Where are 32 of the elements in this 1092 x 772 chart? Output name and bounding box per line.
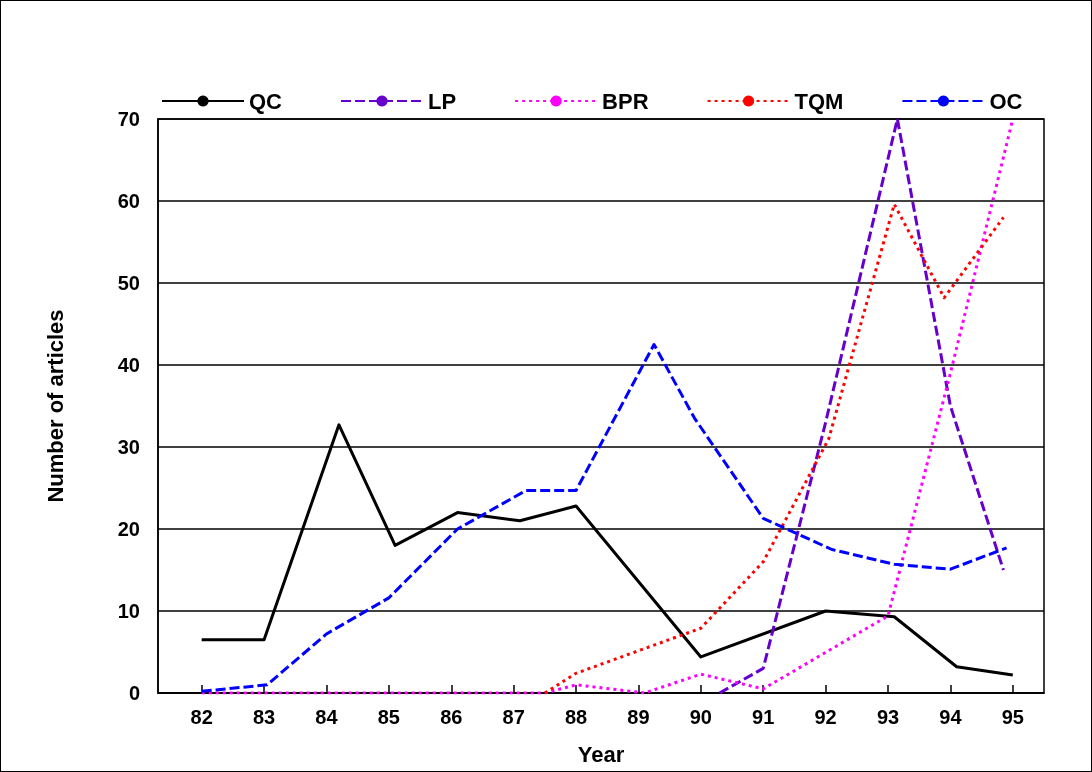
y-axis-title: Number of articles bbox=[42, 309, 68, 503]
x-tick-label: 94 bbox=[939, 706, 963, 728]
y-tick-label: 60 bbox=[117, 190, 140, 212]
y-tick-label: 50 bbox=[117, 272, 140, 294]
legend-label: BPR bbox=[602, 88, 649, 114]
x-tick-label: 83 bbox=[252, 706, 276, 728]
x-axis-title: Year bbox=[577, 741, 625, 767]
x-tick-label: 95 bbox=[1001, 706, 1024, 728]
legend-label: TQM bbox=[794, 88, 844, 114]
x-tick-label: 91 bbox=[752, 706, 775, 728]
legend-label: QC bbox=[249, 88, 283, 114]
y-tick-label: 20 bbox=[117, 518, 140, 540]
x-tick-label: 82 bbox=[190, 706, 213, 728]
y-tick-label: 40 bbox=[117, 354, 140, 376]
y-tick-label: 10 bbox=[117, 600, 140, 622]
legend-label: LP bbox=[428, 88, 457, 114]
y-tick-label: 70 bbox=[117, 108, 140, 130]
legend-label: OC bbox=[989, 88, 1023, 114]
x-tick-label: 93 bbox=[876, 706, 900, 728]
x-tick-label: 85 bbox=[377, 706, 400, 728]
x-tick-label: 88 bbox=[564, 706, 588, 728]
x-tick-label: 92 bbox=[814, 706, 837, 728]
x-tick-label: 89 bbox=[627, 706, 650, 728]
line-series bbox=[200, 343, 1009, 693]
x-tick-label: 84 bbox=[315, 706, 339, 728]
line-series bbox=[718, 117, 1005, 695]
y-tick-label: 30 bbox=[117, 436, 140, 458]
x-tick-label: 90 bbox=[689, 706, 712, 728]
line-series bbox=[543, 202, 1005, 695]
x-tick-label: 87 bbox=[502, 706, 525, 728]
y-tick-label: 0 bbox=[128, 682, 140, 704]
x-tick-label: 86 bbox=[440, 706, 463, 728]
